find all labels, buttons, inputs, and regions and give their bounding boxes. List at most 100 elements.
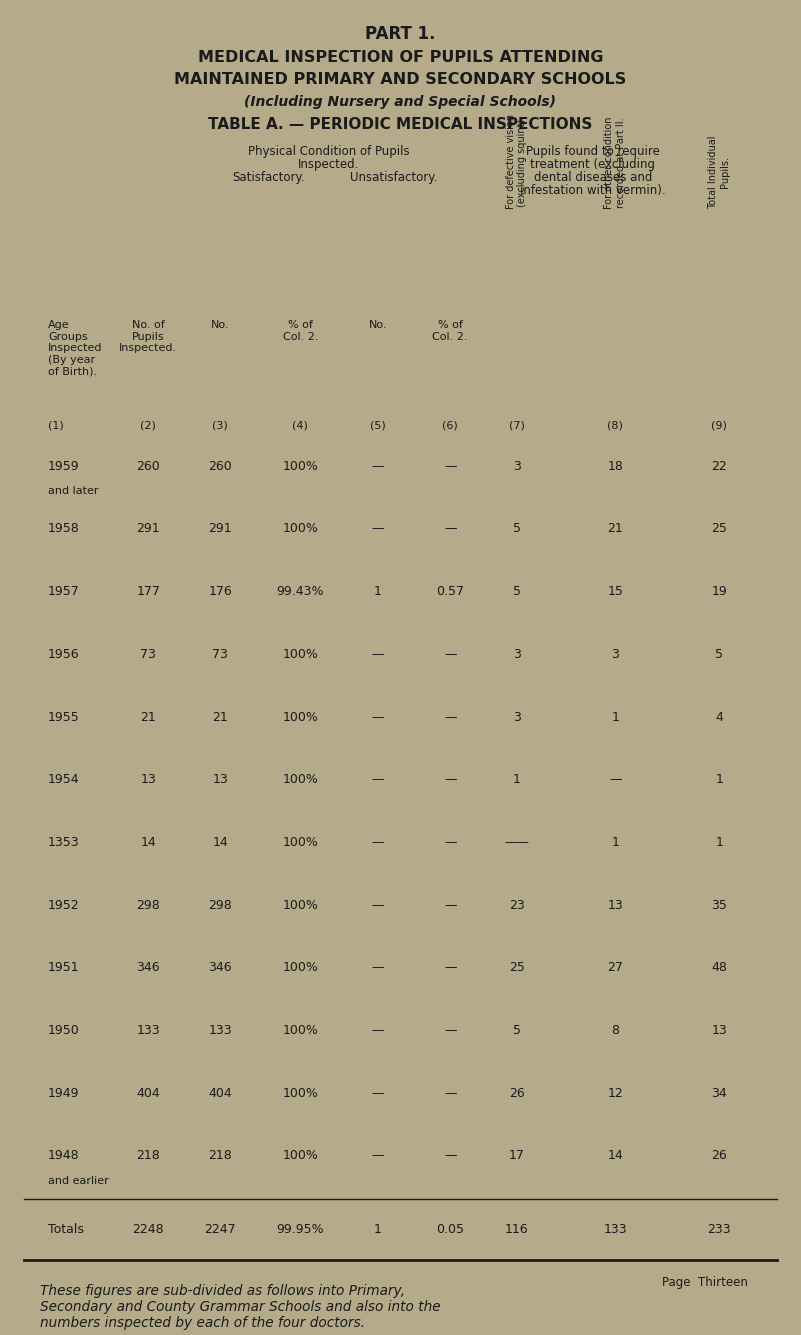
Text: 25: 25: [509, 961, 525, 975]
Text: 100%: 100%: [283, 773, 318, 786]
Text: 218: 218: [136, 1149, 160, 1163]
Text: For defective vision
(excluding squint).: For defective vision (excluding squint).: [506, 113, 527, 210]
Text: —: —: [372, 773, 384, 786]
Text: (5): (5): [370, 421, 386, 431]
Text: 1957: 1957: [48, 585, 80, 598]
Text: 260: 260: [208, 459, 232, 473]
Text: 27: 27: [607, 961, 623, 975]
Text: —: —: [444, 522, 457, 535]
Text: —: —: [444, 1024, 457, 1037]
Text: 404: 404: [208, 1087, 232, 1100]
Text: Totals: Totals: [48, 1223, 84, 1235]
Text: 1: 1: [715, 773, 723, 786]
Text: 1948: 1948: [48, 1149, 79, 1163]
Text: 35: 35: [711, 898, 727, 912]
Text: —: —: [372, 836, 384, 849]
Text: 3: 3: [611, 647, 619, 661]
Text: 3: 3: [513, 459, 521, 473]
Text: 2247: 2247: [204, 1223, 236, 1235]
Text: —: —: [372, 522, 384, 535]
Text: 14: 14: [212, 836, 228, 849]
Text: and earlier: and earlier: [48, 1176, 109, 1185]
Text: —: —: [444, 710, 457, 724]
Text: —: —: [372, 1149, 384, 1163]
Text: —: —: [372, 898, 384, 912]
Text: 100%: 100%: [283, 961, 318, 975]
Text: 18: 18: [607, 459, 623, 473]
Text: 5: 5: [513, 522, 521, 535]
Text: 100%: 100%: [283, 1087, 318, 1100]
Text: 291: 291: [208, 522, 232, 535]
Text: —: —: [372, 961, 384, 975]
Text: —: —: [444, 459, 457, 473]
Text: —: —: [444, 647, 457, 661]
Text: —: —: [444, 836, 457, 849]
Text: No.: No.: [211, 320, 230, 330]
Text: 133: 133: [136, 1024, 160, 1037]
Text: % of
Col. 2.: % of Col. 2.: [433, 320, 468, 342]
Text: 1951: 1951: [48, 961, 79, 975]
Text: (9): (9): [711, 421, 727, 431]
Text: 1: 1: [374, 585, 382, 598]
Text: (7): (7): [509, 421, 525, 431]
Text: 13: 13: [140, 773, 156, 786]
Text: 291: 291: [136, 522, 160, 535]
Text: 1959: 1959: [48, 459, 79, 473]
Text: 15: 15: [607, 585, 623, 598]
Text: treatment (excluding: treatment (excluding: [530, 158, 655, 171]
Text: 12: 12: [607, 1087, 623, 1100]
Text: 23: 23: [509, 898, 525, 912]
Text: 1: 1: [513, 773, 521, 786]
Text: 346: 346: [136, 961, 160, 975]
Text: Satisfactory.: Satisfactory.: [232, 171, 304, 184]
Text: 22: 22: [711, 459, 727, 473]
Text: 1: 1: [715, 836, 723, 849]
Text: For other condition
recorded at Part II.: For other condition recorded at Part II.: [605, 116, 626, 210]
Text: 14: 14: [140, 836, 156, 849]
Text: 100%: 100%: [283, 836, 318, 849]
Text: 100%: 100%: [283, 898, 318, 912]
Text: 298: 298: [208, 898, 232, 912]
Text: (2): (2): [140, 421, 156, 431]
Text: 346: 346: [208, 961, 232, 975]
Text: 1: 1: [611, 836, 619, 849]
Text: Inspected.: Inspected.: [298, 158, 359, 171]
Text: 133: 133: [603, 1223, 627, 1235]
Text: 176: 176: [208, 585, 232, 598]
Text: 100%: 100%: [283, 710, 318, 724]
Text: 73: 73: [140, 647, 156, 661]
Text: 100%: 100%: [283, 1149, 318, 1163]
Text: No. of
Pupils
Inspected.: No. of Pupils Inspected.: [119, 320, 177, 354]
Text: Pupils found to require: Pupils found to require: [525, 146, 660, 158]
Text: PART 1.: PART 1.: [365, 25, 436, 43]
Text: 14: 14: [607, 1149, 623, 1163]
Text: 26: 26: [711, 1149, 727, 1163]
Text: Total Individual
Pupils.: Total Individual Pupils.: [709, 135, 730, 210]
Text: —: —: [609, 773, 622, 786]
Text: 34: 34: [711, 1087, 727, 1100]
Text: —: —: [444, 898, 457, 912]
Text: Unsatisfactory.: Unsatisfactory.: [350, 171, 438, 184]
Text: (6): (6): [442, 421, 458, 431]
Text: 100%: 100%: [283, 1024, 318, 1037]
Text: —: —: [444, 1149, 457, 1163]
Text: —: —: [372, 710, 384, 724]
Text: Page  Thirteen: Page Thirteen: [662, 1276, 748, 1290]
Text: 5: 5: [513, 585, 521, 598]
Text: 8: 8: [611, 1024, 619, 1037]
Text: % of
Col. 2.: % of Col. 2.: [283, 320, 318, 342]
Text: infestation with vermin).: infestation with vermin).: [520, 184, 666, 198]
Text: 5: 5: [513, 1024, 521, 1037]
Text: 99.95%: 99.95%: [276, 1223, 324, 1235]
Text: 100%: 100%: [283, 459, 318, 473]
Text: 100%: 100%: [283, 522, 318, 535]
Text: 73: 73: [212, 647, 228, 661]
Text: ——: ——: [504, 836, 529, 849]
Text: —: —: [372, 647, 384, 661]
Text: (1): (1): [48, 421, 64, 431]
Text: —: —: [444, 773, 457, 786]
Text: 21: 21: [212, 710, 228, 724]
Text: 1954: 1954: [48, 773, 79, 786]
Text: 48: 48: [711, 961, 727, 975]
Text: 5: 5: [715, 647, 723, 661]
